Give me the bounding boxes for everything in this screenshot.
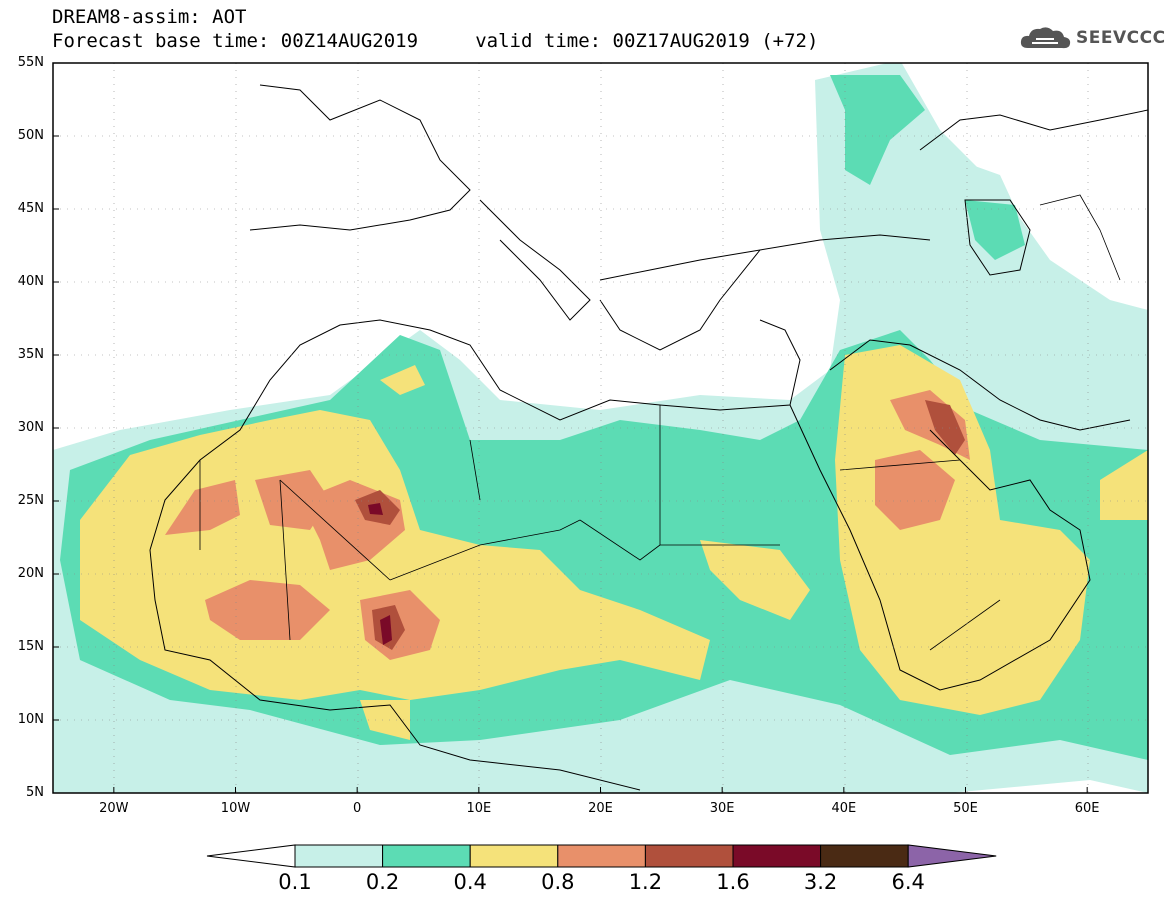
coastlines — [149, 84, 1148, 791]
cloud-icon — [1020, 27, 1071, 49]
colorbar-cell — [644, 844, 734, 868]
lat-label: 10N — [17, 712, 44, 727]
borders — [199, 194, 1121, 651]
lon-label: 0 — [353, 801, 362, 816]
lon-label: 10W — [220, 801, 251, 816]
lat-label: 15N — [17, 639, 44, 654]
aot-field — [53, 63, 1148, 793]
lat-label: 20N — [17, 566, 44, 581]
colorbar-label: 0.4 — [453, 870, 487, 894]
colorbar-cell — [294, 844, 384, 868]
colorbar-cell — [732, 844, 822, 868]
colorbar-min-arrow — [206, 844, 296, 868]
colorbar-label: 0.1 — [278, 870, 312, 894]
colorbar-cell — [469, 844, 559, 868]
forecast-time-line: Forecast base time: 00Z14AUG2019 valid t… — [52, 30, 819, 52]
lat-label: 45N — [17, 201, 44, 216]
map-title: DREAM8-assim: AOT — [52, 6, 247, 28]
colorbar-label: 3.2 — [803, 870, 838, 894]
colorbar-label: 6.4 — [891, 870, 925, 894]
aot-level-1.6 — [368, 503, 392, 645]
colorbar-label: 1.6 — [716, 870, 750, 894]
lat-label: 55N — [17, 55, 44, 70]
colorbar-label: 1.2 — [628, 870, 663, 894]
colorbar-cell — [557, 844, 646, 868]
axis-ticks — [53, 62, 1088, 794]
lat-label: 35N — [17, 347, 44, 362]
graticule — [53, 63, 1148, 793]
aot-level-1.2 — [355, 400, 965, 650]
lat-label: 40N — [17, 274, 44, 289]
lon-label: 20E — [588, 801, 613, 816]
colorbar-label: 0.2 — [365, 870, 400, 894]
lon-label: 60E — [1074, 801, 1100, 816]
colorbar-cell — [382, 844, 471, 868]
lat-label: 5N — [26, 785, 44, 800]
lon-label: 10E — [466, 801, 492, 816]
lon-label: 20W — [99, 801, 129, 816]
lat-label: 50N — [17, 128, 44, 143]
lon-label: 50E — [953, 801, 978, 816]
colorbar-label: 0.8 — [541, 870, 575, 894]
colorbar-cell — [820, 844, 909, 868]
lat-label: 25N — [17, 493, 44, 508]
seevccc-logo: SEEVCCC — [1018, 24, 1165, 52]
logo-text: SEEVCCC — [1076, 28, 1165, 48]
lon-label: 40E — [831, 801, 857, 816]
lon-label: 30E — [709, 801, 735, 816]
lat-label: 30N — [17, 420, 44, 435]
colorbar-max-arrow — [907, 844, 997, 868]
